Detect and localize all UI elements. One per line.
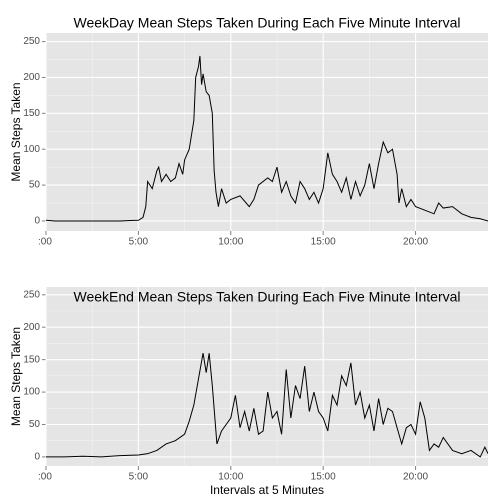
x-tick-label: 15:00 [311,472,336,483]
y-tick-label: 250 [23,36,40,47]
y-tick-label: 250 [23,289,40,300]
y-tick-label: 200 [23,322,40,333]
panel-background [46,287,488,466]
x-tick-label: :00 [38,472,52,483]
y-tick-label: 150 [23,354,40,365]
y-tick-label: 0 [34,452,40,463]
chart-title: WeekEnd Mean Steps Taken During Each Fiv… [73,289,460,305]
y-axis-label: Mean Steps Taken [9,82,23,181]
y-axis-label: Mean Steps Taken [9,327,23,426]
x-tick-label: 5:00 [129,237,149,248]
y-tick-label: 50 [29,419,41,430]
x-tick-label: 20:00 [403,472,428,483]
x-tick-label: 20:00 [403,237,428,248]
data-line [46,353,488,458]
panel-background [46,33,488,231]
y-tick-label: 150 [23,108,40,119]
y-tick-label: 0 [34,216,40,227]
x-tick-label: 10:00 [218,472,243,483]
x-tick-label: 10:00 [218,237,243,248]
x-tick-label: :00 [38,237,52,248]
x-tick-label: 5:00 [129,472,149,483]
chart-title: WeekDay Mean Steps Taken During Each Fiv… [73,15,460,31]
x-tick-label: 15:00 [311,237,336,248]
y-tick-label: 50 [29,180,41,191]
x-axis-label: Intervals at 5 Minutes [210,483,324,497]
data-line [46,55,488,222]
y-tick-label: 100 [23,144,40,155]
y-tick-label: 200 [23,72,40,83]
y-tick-label: 100 [23,387,40,398]
